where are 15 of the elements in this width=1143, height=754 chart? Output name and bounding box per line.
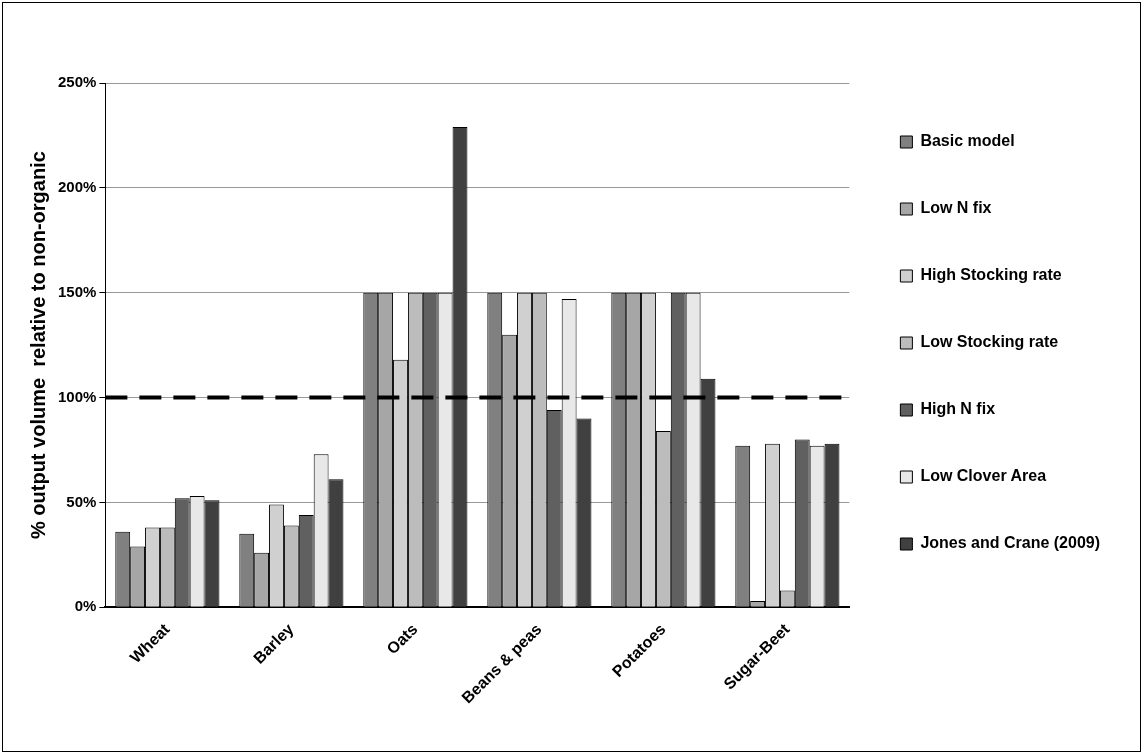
y-tick-label: 250% [57, 73, 97, 91]
x-tick-label: Oats [383, 620, 421, 658]
legend-label: Basic model [920, 132, 1015, 150]
y-tick-label: 100% [57, 387, 97, 405]
legend-label: Low Stocking rate [920, 333, 1059, 351]
legend-label: Low N fix [920, 199, 992, 217]
y-tick-label: 0% [74, 597, 97, 615]
legend-label: High N fix [920, 400, 996, 418]
legend-label: Jones and Crane (2009) [920, 534, 1100, 552]
y-tick-label: 50% [66, 492, 97, 510]
legend-label: Low Clover Area [920, 467, 1047, 485]
legend-label: High Stocking rate [920, 266, 1062, 284]
y-axis-title: % output volume relative to non-organic [26, 151, 49, 540]
y-tick-label: 200% [57, 177, 97, 195]
y-tick-label: 150% [57, 282, 97, 300]
